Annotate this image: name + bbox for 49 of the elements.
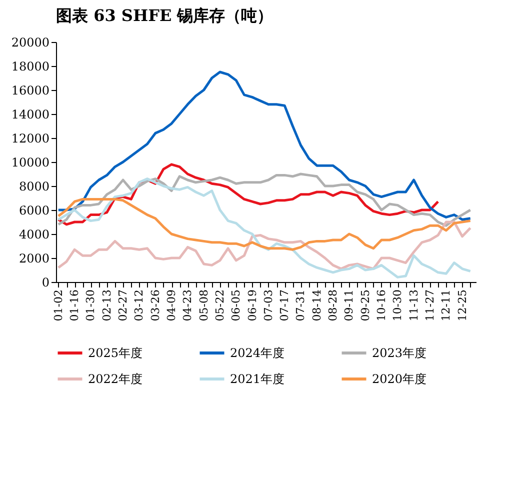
x-tick-label: 04-09 xyxy=(165,290,178,322)
x-tick-label: 07-17 xyxy=(278,290,292,322)
x-tick-label: 12-25 xyxy=(456,290,469,322)
x-tick-label: 11-13 xyxy=(407,290,420,322)
y-tick-label: 14000 xyxy=(11,108,50,122)
x-tick-label: 04-23 xyxy=(181,290,194,322)
legend-label: 2020年度 xyxy=(372,372,427,386)
y-tick-label: 18000 xyxy=(11,60,50,74)
x-tick-label: 02-27 xyxy=(116,290,130,322)
y-tick-label: 2000 xyxy=(18,252,50,266)
y-tick-label: 12000 xyxy=(11,132,50,146)
y-tick-label: 10000 xyxy=(11,156,50,170)
x-tick-label: 10-30 xyxy=(391,290,404,322)
line-series xyxy=(57,198,472,251)
y-tick-label: 6000 xyxy=(18,204,50,218)
x-tick-label: 05-08 xyxy=(197,290,210,322)
legend-label: 2023年度 xyxy=(372,346,427,360)
x-tick-label: 10-16 xyxy=(375,290,388,322)
x-tick-label: 02-13 xyxy=(100,290,114,322)
y-tick-label: 20000 xyxy=(11,36,50,50)
y-tick-label: 0 xyxy=(42,276,50,290)
x-tick-label: 06-05 xyxy=(230,290,243,322)
line-series xyxy=(57,220,472,270)
legend-label: 2022年度 xyxy=(88,372,143,386)
chart-title: 图表 63 SHFE 锡库存（吨） xyxy=(56,6,274,25)
x-tick-label: 01-16 xyxy=(68,290,82,322)
x-tick-label: 09-11 xyxy=(342,290,356,322)
y-tick-label: 16000 xyxy=(11,84,50,98)
legend-label: 2025年度 xyxy=(88,346,143,360)
x-tick-label: 12-11 xyxy=(440,290,453,322)
line-series xyxy=(57,172,472,227)
y-tick-label: 8000 xyxy=(18,180,50,194)
line-series xyxy=(57,178,472,278)
legend-label: 2021年度 xyxy=(230,372,285,386)
legend-label: 2024年度 xyxy=(230,346,285,360)
y-tick-label: 4000 xyxy=(18,228,50,242)
x-tick-label: 08-28 xyxy=(326,290,340,322)
x-tick-label: 01-30 xyxy=(84,290,98,322)
x-tick-label: 09-25 xyxy=(358,290,372,322)
x-tick-label: 08-14 xyxy=(310,290,324,322)
line-series xyxy=(57,70,472,221)
x-tick-label: 05-22 xyxy=(213,290,226,322)
x-tick-label: 07-03 xyxy=(262,290,275,322)
x-tick-label: 07-31 xyxy=(294,290,308,322)
x-tick-label: 11-27 xyxy=(423,290,436,322)
x-tick-label: 03-12 xyxy=(132,290,146,322)
x-tick-label: 03-26 xyxy=(148,290,162,322)
x-tick-label: 01-02 xyxy=(52,290,65,322)
x-tick-label: 06-19 xyxy=(246,290,259,322)
